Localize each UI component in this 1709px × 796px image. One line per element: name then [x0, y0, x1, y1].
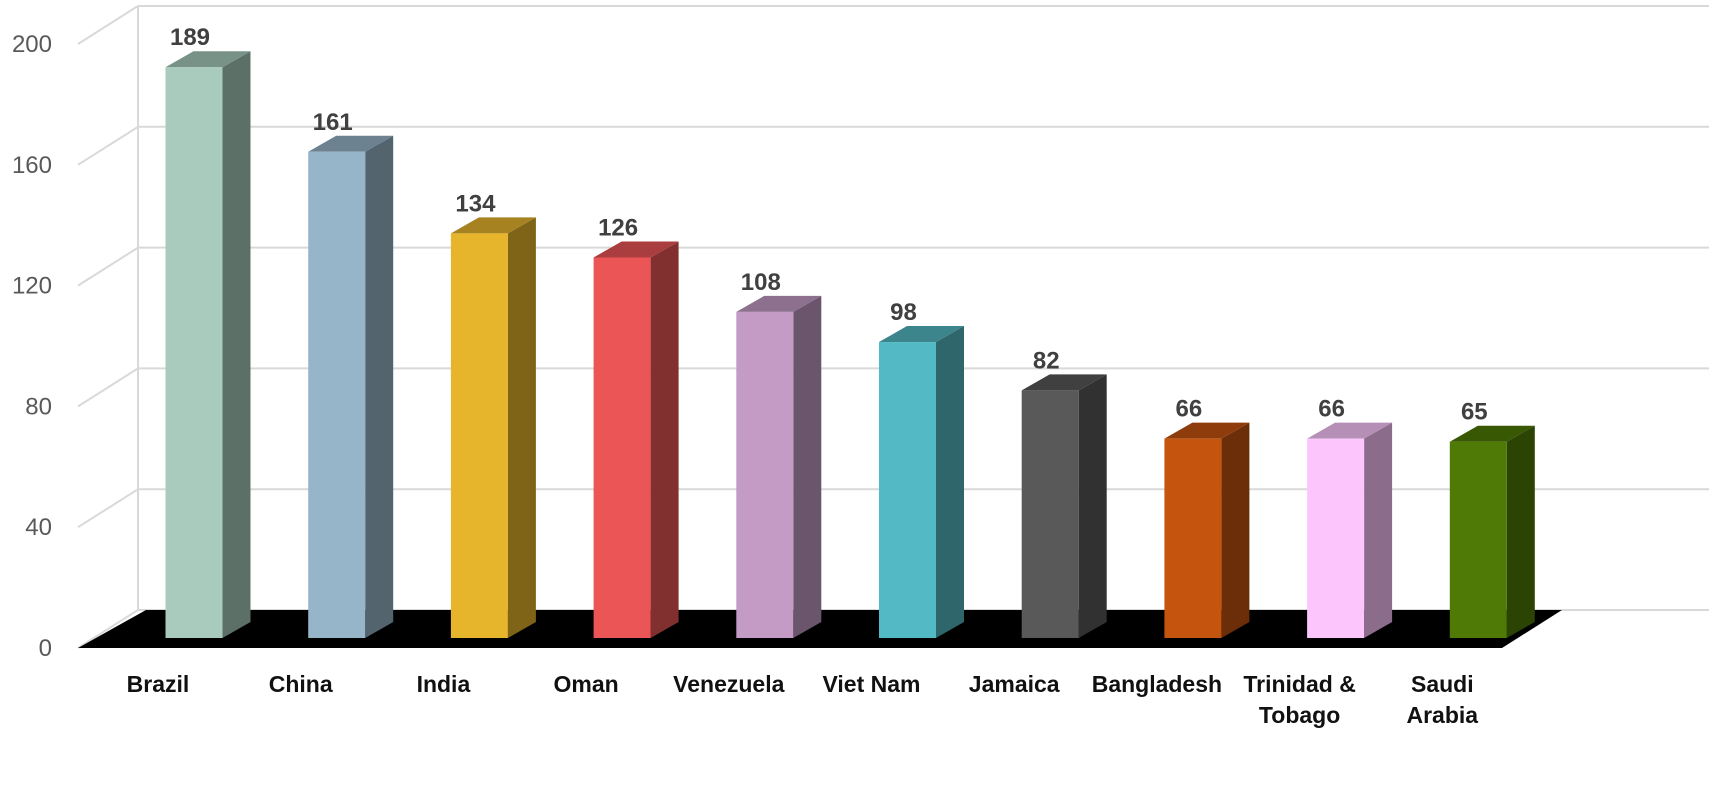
data-labels: 189 161 134 126 108 98 82 66 66 65 [170, 24, 1488, 425]
y-tick-label: 0 [39, 635, 52, 662]
data-label: 82 [1033, 347, 1060, 374]
bar-side [936, 326, 964, 638]
category-label-line: Venezuela [673, 671, 784, 697]
gridline-side [77, 246, 139, 287]
bar-side [1506, 425, 1535, 638]
data-label: 108 [741, 269, 781, 296]
gridline-side [77, 125, 139, 166]
category-label-line: Arabia [1407, 702, 1479, 728]
bar-front [736, 311, 794, 638]
bar-1 [308, 135, 394, 638]
category-label-line: China [269, 671, 333, 697]
bar-side [1078, 374, 1107, 638]
bar-front [593, 257, 651, 638]
y-tick-label: 40 [25, 514, 52, 541]
category-label-line: Viet Nam [822, 671, 920, 697]
bar-front [450, 233, 508, 638]
y-tick-label: 80 [25, 393, 52, 420]
category-label: Brazil [127, 671, 190, 697]
category-label: Bangladesh [1092, 671, 1222, 697]
category-label-line: Saudi [1411, 671, 1474, 697]
bar-front [1307, 438, 1365, 638]
category-label-line: Oman [554, 671, 619, 697]
gridline-side [77, 488, 139, 529]
bar-3 [593, 241, 679, 639]
category-label: Oman [554, 671, 619, 697]
bar-front [1449, 441, 1507, 638]
category-label: Trinidad & Tobago [1243, 671, 1355, 728]
y-axis: 0 40 80 120 160 200 [12, 31, 52, 662]
category-label: Saudi Arabia [1407, 671, 1479, 728]
bar-0 [165, 51, 251, 639]
bar-side [1364, 422, 1393, 638]
category-label: India [417, 671, 471, 697]
category-label-line: Bangladesh [1092, 671, 1222, 697]
bar-side [1221, 422, 1250, 638]
data-label: 98 [890, 299, 917, 326]
category-label: China [269, 671, 333, 697]
bar-front [1021, 390, 1079, 638]
bar-side [793, 295, 822, 638]
bar-top [879, 326, 964, 343]
bar-front [879, 342, 936, 638]
data-label: 66 [1318, 396, 1345, 423]
bar-front [308, 151, 366, 638]
category-label-line: Trinidad & [1243, 671, 1355, 697]
data-label: 189 [170, 24, 210, 51]
bar-5 [879, 326, 964, 638]
bar-top [1021, 374, 1107, 391]
bar-side [507, 217, 536, 638]
data-label: 161 [313, 109, 353, 136]
data-label: 126 [598, 214, 638, 241]
data-label: 65 [1461, 399, 1488, 426]
bar-top [308, 135, 394, 152]
bar-8 [1307, 422, 1393, 638]
category-label: Viet Nam [822, 671, 920, 697]
y-tick-label: 200 [12, 31, 52, 58]
category-label: Venezuela [673, 671, 784, 697]
bar-7 [1164, 422, 1250, 638]
bar-top [1164, 422, 1250, 439]
category-label-line: Jamaica [969, 671, 1060, 697]
bar-top [1449, 425, 1535, 442]
bar-side [650, 241, 679, 639]
bar-9 [1449, 425, 1535, 638]
category-label-line: India [417, 671, 471, 697]
gridline-side [77, 5, 139, 45]
bar-top [593, 241, 679, 258]
bar-top [165, 51, 251, 68]
bars [165, 51, 1535, 639]
category-label-line: Tobago [1259, 702, 1340, 728]
category-label-line: Brazil [127, 671, 190, 697]
bar-4 [736, 295, 822, 638]
x-axis: Brazil China India Oman Venezuela Viet Nam Jam… [127, 671, 1479, 728]
gridline-side [77, 609, 139, 649]
y-tick-label: 160 [12, 152, 52, 179]
bar-top [736, 295, 822, 312]
bar-top [450, 217, 536, 234]
data-label: 66 [1176, 396, 1203, 423]
bar-side [365, 135, 394, 638]
category-label: Jamaica [969, 671, 1060, 697]
gridline-side [77, 367, 139, 408]
bar-top [1307, 422, 1393, 439]
y-tick-label: 120 [12, 273, 52, 300]
bar-side [222, 51, 251, 639]
bar-front [165, 67, 223, 639]
bar-6 [1021, 374, 1107, 638]
bar-front [1164, 438, 1222, 638]
bar-2 [450, 217, 536, 638]
data-label: 134 [455, 190, 496, 217]
